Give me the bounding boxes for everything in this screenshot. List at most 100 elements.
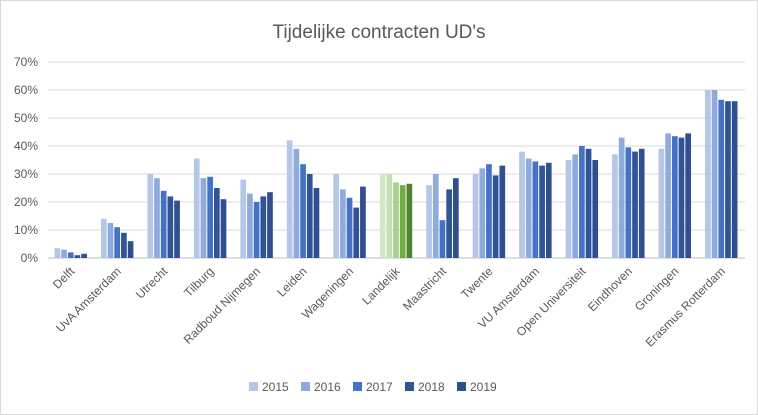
bar-utrecht-2017: [160, 190, 167, 258]
bar-tilburg-2019: [220, 199, 227, 258]
bar-erasmus-rotterdam-2016: [711, 90, 718, 258]
bar-eindhoven-2019: [638, 148, 645, 258]
y-tick-label: 60%: [14, 83, 38, 97]
bar-delft-2016: [61, 249, 67, 258]
bar-erasmus-rotterdam-2015: [705, 90, 711, 258]
bar-uva-amsterdam-2019: [127, 241, 134, 258]
x-tick-label: Erasmus Rotterdam: [643, 264, 728, 349]
x-tick-label: Twente: [458, 264, 495, 301]
bar-utrecht-2016: [154, 178, 160, 258]
x-tick-label: Landelijk: [359, 264, 403, 308]
bar-vu-amsterdam-2019: [545, 162, 552, 258]
y-tick-label: 30%: [14, 167, 38, 181]
legend: 2015 2016 2017 2018 2019: [249, 380, 497, 394]
bar-vu-amsterdam-2018: [539, 165, 545, 258]
bar-delft-2018: [74, 255, 81, 258]
bar-vu-amsterdam-2017: [532, 161, 539, 258]
bar-groningen-2019: [685, 133, 692, 258]
bar-utrecht-2019: [174, 200, 180, 258]
bar-maastricht-2017: [439, 220, 446, 258]
bar-uva-amsterdam-2017: [114, 227, 121, 258]
bar-delft-2019: [81, 253, 87, 258]
bar-twente-2017: [486, 164, 492, 258]
bar-open-universiteit-2016: [572, 154, 579, 258]
y-tick-label: 20%: [14, 195, 38, 209]
bar-groningen-2018: [678, 137, 685, 258]
bar-radboud-nijmegen-2018: [260, 196, 267, 258]
bar-twente-2016: [479, 168, 486, 258]
bar-wageningen-2018: [353, 207, 360, 258]
legend-label-2015: 2015: [262, 380, 289, 394]
bar-uva-amsterdam-2016: [107, 223, 114, 258]
bar-eindhoven-2018: [632, 151, 638, 258]
bar-tilburg-2018: [213, 188, 220, 258]
bar-maastricht-2016: [432, 174, 439, 258]
legend-label-2018: 2018: [418, 380, 445, 394]
bar-maastricht-2015: [426, 185, 432, 258]
bar-wageningen-2017: [346, 197, 353, 258]
bar-groningen-2017: [671, 136, 678, 258]
bar-eindhoven-2017: [625, 147, 632, 258]
bar-radboud-nijmegen-2019: [267, 192, 273, 258]
x-tick-label: Tilburg: [181, 264, 217, 300]
bar-erasmus-rotterdam-2017: [718, 99, 725, 258]
bar-twente-2018: [492, 175, 499, 258]
bars: [54, 90, 738, 258]
legend-label-2019: 2019: [470, 380, 497, 394]
bar-uva-amsterdam-2018: [121, 232, 127, 258]
bar-vu-amsterdam-2015: [519, 151, 525, 258]
y-axis: 0% 10% 20% 30% 40% 50% 60% 70%: [14, 55, 38, 265]
bar-tilburg-2015: [193, 158, 200, 258]
bar-wageningen-2016: [340, 189, 346, 258]
bar-open-universiteit-2015: [565, 160, 572, 258]
bar-groningen-2015: [658, 148, 665, 258]
x-tick-label: Maastricht: [400, 264, 450, 314]
y-tick-label: 0%: [21, 251, 39, 265]
bar-landelijk-2018: [399, 185, 406, 258]
bar-delft-2015: [54, 248, 61, 258]
legend-swatch-2016: [301, 382, 310, 391]
bar-leiden-2017: [300, 164, 306, 258]
x-tick-label: Groningen: [632, 264, 682, 314]
x-tick-label: Delft: [50, 264, 78, 292]
bar-wageningen-2019: [360, 186, 366, 258]
bar-landelijk-2019: [406, 183, 413, 258]
bar-eindhoven-2015: [612, 154, 618, 258]
bar-twente-2019: [499, 165, 506, 258]
bar-open-universiteit-2018: [585, 148, 592, 258]
bar-leiden-2019: [313, 188, 320, 258]
legend-swatch-2019: [457, 382, 466, 391]
bar-delft-2017: [67, 252, 74, 258]
bar-open-universiteit-2019: [592, 160, 599, 258]
chart-title: Tijdelijke contracten UD's: [272, 22, 485, 43]
bar-groningen-2016: [665, 133, 671, 258]
y-tick-label: 10%: [14, 223, 38, 237]
bar-erasmus-rotterdam-2019: [731, 101, 738, 258]
bar-maastricht-2019: [453, 178, 459, 258]
bar-maastricht-2018: [446, 189, 452, 258]
legend-label-2016: 2016: [314, 380, 341, 394]
legend-swatch-2017: [353, 382, 362, 391]
bar-leiden-2016: [293, 148, 300, 258]
bar-tilburg-2016: [200, 178, 207, 258]
y-tick-label: 70%: [14, 55, 38, 69]
x-tick-label: Eindhoven: [585, 264, 635, 314]
bar-open-universiteit-2017: [579, 146, 585, 258]
legend-swatch-2015: [249, 382, 258, 391]
bar-landelijk-2016: [386, 174, 393, 258]
bar-uva-amsterdam-2015: [100, 218, 107, 258]
legend-swatch-2018: [405, 382, 414, 391]
bar-utrecht-2015: [147, 174, 154, 258]
y-tick-label: 40%: [14, 139, 38, 153]
bar-eindhoven-2016: [618, 137, 625, 258]
bar-twente-2015: [472, 174, 479, 258]
bar-leiden-2015: [286, 140, 293, 258]
bar-radboud-nijmegen-2015: [240, 179, 247, 258]
bar-vu-amsterdam-2016: [525, 158, 532, 258]
bar-radboud-nijmegen-2017: [253, 202, 260, 258]
bar-radboud-nijmegen-2016: [247, 193, 253, 258]
y-tick-label: 50%: [14, 111, 38, 125]
